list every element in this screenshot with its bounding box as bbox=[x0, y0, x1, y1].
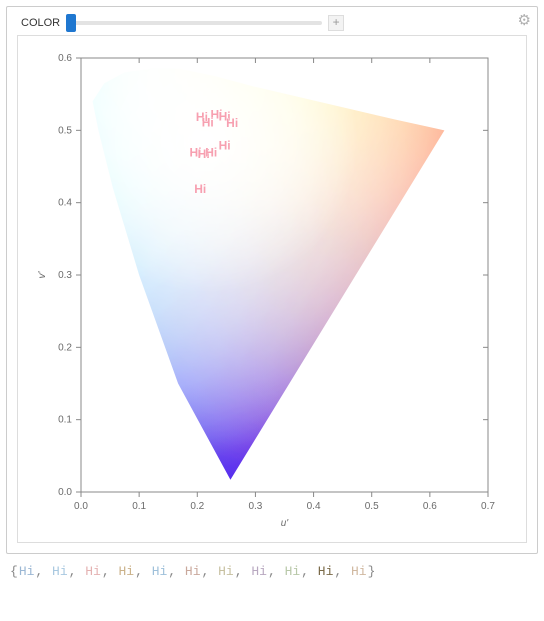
svg-text:Hi: Hi bbox=[219, 138, 231, 152]
output-item: Hi bbox=[152, 564, 168, 579]
svg-text:0.5: 0.5 bbox=[58, 125, 72, 136]
svg-text:Hi: Hi bbox=[226, 116, 238, 130]
slider-thumb[interactable] bbox=[66, 14, 76, 32]
svg-text:u': u' bbox=[281, 518, 290, 529]
svg-text:0.7: 0.7 bbox=[481, 501, 495, 512]
output-item: Hi bbox=[318, 564, 334, 579]
svg-text:0.3: 0.3 bbox=[248, 501, 262, 512]
plot-frame: HiHiHiHiHiHiHiHiHiHi0.00.10.20.30.40.50.… bbox=[17, 35, 527, 543]
svg-text:0.2: 0.2 bbox=[58, 342, 72, 353]
svg-text:0.3: 0.3 bbox=[58, 270, 72, 281]
svg-text:v': v' bbox=[37, 270, 48, 278]
control-row: COLOR + bbox=[21, 15, 527, 31]
slider-track[interactable] bbox=[68, 21, 322, 25]
output-item: Hi bbox=[218, 564, 234, 579]
chromaticity-plot: HiHiHiHiHiHiHiHiHiHi0.00.10.20.30.40.50.… bbox=[26, 44, 518, 534]
svg-text:0.5: 0.5 bbox=[365, 501, 379, 512]
svg-text:0.1: 0.1 bbox=[58, 415, 72, 426]
svg-text:0.1: 0.1 bbox=[132, 501, 146, 512]
output-item: Hi bbox=[19, 564, 35, 579]
svg-text:0.6: 0.6 bbox=[423, 501, 437, 512]
slider-expand-icon[interactable]: + bbox=[328, 15, 344, 31]
svg-text:0.4: 0.4 bbox=[58, 198, 72, 209]
output-item: Hi bbox=[118, 564, 134, 579]
svg-text:0.4: 0.4 bbox=[307, 501, 321, 512]
output-item: Hi bbox=[351, 564, 367, 579]
svg-text:Hi: Hi bbox=[205, 146, 217, 160]
slider[interactable]: + bbox=[68, 15, 344, 31]
svg-text:Hi: Hi bbox=[202, 115, 214, 129]
svg-text:0.0: 0.0 bbox=[58, 487, 72, 498]
svg-text:0.2: 0.2 bbox=[190, 501, 204, 512]
output-item: Hi bbox=[185, 564, 201, 579]
svg-text:Hi: Hi bbox=[194, 182, 206, 196]
control-label: COLOR bbox=[21, 17, 60, 29]
output-item: Hi bbox=[251, 564, 267, 579]
gear-icon[interactable]: ⚙ bbox=[518, 11, 531, 29]
output-item: Hi bbox=[285, 564, 301, 579]
manipulate-panel: ⚙ COLOR + HiHiHiHiHiHiHiHiHiHi0.00.10.20… bbox=[6, 6, 538, 554]
output-list: {Hi, Hi, Hi, Hi, Hi, Hi, Hi, Hi, Hi, Hi,… bbox=[10, 564, 534, 579]
svg-text:0.6: 0.6 bbox=[58, 53, 72, 64]
svg-text:0.0: 0.0 bbox=[74, 501, 88, 512]
output-item: Hi bbox=[52, 564, 68, 579]
output-item: Hi bbox=[85, 564, 101, 579]
